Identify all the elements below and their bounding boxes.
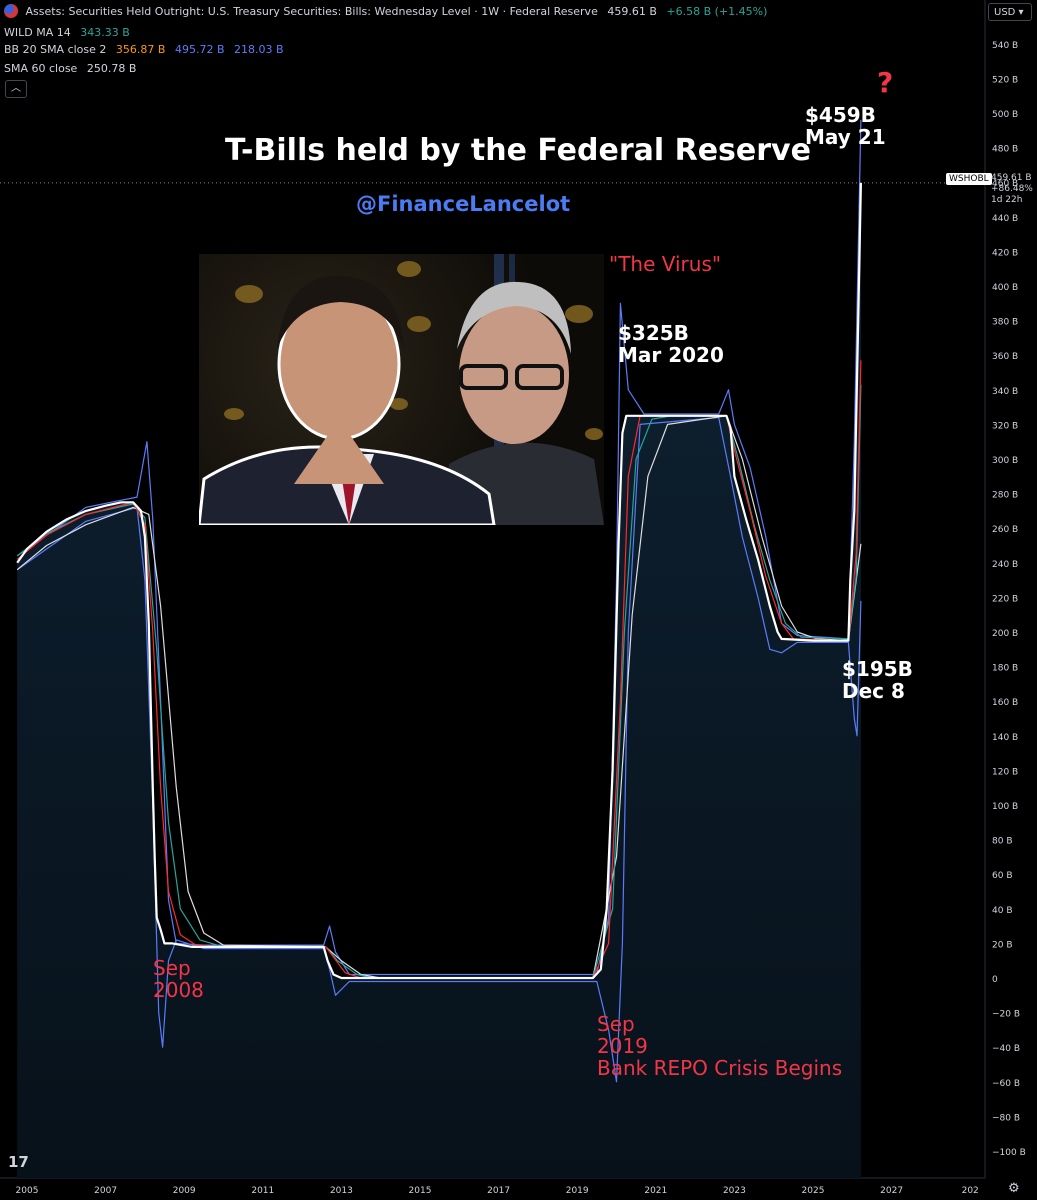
indicator-value: 250.78 B xyxy=(86,62,137,75)
chart-annotation: Sep 2019 Bank REPO Crisis Begins xyxy=(597,1012,843,1080)
y-tick-label: 20 B xyxy=(992,940,1013,950)
x-tick-label: 2027 xyxy=(880,1186,903,1196)
indicator-sma[interactable]: SMA 60 close 250.78 B xyxy=(4,62,136,75)
y-tick-label: 160 B xyxy=(992,698,1018,708)
x-tick-label: 2007 xyxy=(94,1186,117,1196)
y-tick-label: 240 B xyxy=(992,560,1018,570)
x-tick-label: 2023 xyxy=(723,1186,746,1196)
indicator-bb[interactable]: BB 20 SMA close 2 356.87 B 495.72 B 218.… xyxy=(4,43,284,56)
indicator-name: WILD MA 14 xyxy=(4,26,71,39)
chart-annotation: $459B May 21 xyxy=(805,103,886,149)
y-tick-label: 40 B xyxy=(992,906,1013,916)
y-tick-label: 180 B xyxy=(992,664,1018,674)
indicator-value: 356.87 B xyxy=(115,43,166,56)
indicator-value: 495.72 B xyxy=(174,43,225,56)
y-tick-label: 300 B xyxy=(992,456,1018,466)
currency-selector[interactable]: USD ▾ xyxy=(988,3,1032,21)
author-handle: @FinanceLancelot xyxy=(356,192,571,216)
chevron-up-icon[interactable]: ︿ xyxy=(5,80,27,98)
chart-annotation: $195B Dec 8 xyxy=(842,657,913,703)
y-tick-label: 500 B xyxy=(992,110,1018,120)
indicator-name: BB 20 SMA close 2 xyxy=(4,43,107,56)
y-tick-label: 400 B xyxy=(992,283,1018,293)
series-line-bb-lower xyxy=(16,416,862,1083)
chart-header: Assets: Securities Held Outright: U.S. T… xyxy=(4,4,767,18)
y-tick-label: −80 B xyxy=(992,1113,1020,1123)
x-tick-label: 2005 xyxy=(16,1186,39,1196)
symbol-title[interactable]: Assets: Securities Held Outright: U.S. T… xyxy=(25,5,598,18)
chart-annotation: Sep 2008 xyxy=(153,956,204,1002)
y-tick-label: 260 B xyxy=(992,525,1018,535)
y-tick-label: 540 B xyxy=(992,41,1018,51)
last-value: 459.61 B xyxy=(607,5,657,18)
y-tick-label: 0 xyxy=(992,975,998,985)
y-tick-label: 200 B xyxy=(992,629,1018,639)
last-price-change: +86.48% xyxy=(991,184,1033,194)
y-tick-label: −20 B xyxy=(992,1010,1020,1020)
photo-illustration xyxy=(199,254,604,525)
x-tick-label: 2019 xyxy=(566,1186,589,1196)
y-tick-label: 440 B xyxy=(992,214,1018,224)
indicator-value: 218.03 B xyxy=(234,43,284,56)
symbol-price-tag: WSHOBL xyxy=(946,173,992,185)
y-tick-label: −100 B xyxy=(992,1148,1026,1158)
x-tick-label: 2025 xyxy=(802,1186,825,1196)
x-tick-label: 202 xyxy=(962,1186,979,1196)
y-tick-label: 80 B xyxy=(992,837,1013,847)
y-tick-label: 380 B xyxy=(992,318,1018,328)
y-tick-label: 340 B xyxy=(992,387,1018,397)
indicator-name: SMA 60 close xyxy=(4,62,78,75)
y-tick-label: 420 B xyxy=(992,248,1018,258)
y-tick-label: −60 B xyxy=(992,1079,1020,1089)
series-area-fill xyxy=(17,182,861,1178)
change-value: +6.58 B (+1.45%) xyxy=(666,5,768,18)
currency-label: USD xyxy=(994,7,1016,18)
gear-icon[interactable]: ⚙ xyxy=(1008,1181,1020,1196)
series-line-bb-upper xyxy=(16,119,862,976)
bar-countdown: 1d 22h xyxy=(991,195,1023,205)
us-flag-icon xyxy=(4,4,18,18)
y-tick-label: 320 B xyxy=(992,421,1018,431)
y-tick-label: −40 B xyxy=(992,1044,1020,1054)
x-tick-label: 2017 xyxy=(487,1186,510,1196)
last-price-value: 459.61 B xyxy=(991,173,1032,183)
y-tick-label: 120 B xyxy=(992,767,1018,777)
y-tick-label: 480 B xyxy=(992,145,1018,155)
x-tick-label: 2015 xyxy=(409,1186,432,1196)
y-tick-label: 100 B xyxy=(992,802,1018,812)
virus-label: "The Virus" xyxy=(609,252,722,276)
last-price-label: 459.61 B +86.48% 1d 22h xyxy=(991,173,1033,206)
y-tick-label: 280 B xyxy=(992,491,1018,501)
x-tick-label: 2011 xyxy=(251,1186,274,1196)
y-tick-label: 460 B xyxy=(992,179,1018,189)
y-tick-label: 60 B xyxy=(992,871,1013,881)
chart-annotation: $325B Mar 2020 xyxy=(618,321,724,367)
x-tick-label: 2021 xyxy=(644,1186,667,1196)
chart-title: T-Bills held by the Federal Reserve xyxy=(225,133,811,168)
indicator-wild-ma[interactable]: WILD MA 14 343.33 B xyxy=(4,26,130,39)
y-tick-label: 520 B xyxy=(992,75,1018,85)
tradingview-logo[interactable]: 17 xyxy=(8,1153,29,1171)
y-tick-label: 140 B xyxy=(992,733,1018,743)
x-tick-label: 2009 xyxy=(173,1186,196,1196)
photo-inset xyxy=(199,254,604,525)
question-mark: ? xyxy=(877,66,894,99)
y-tick-label: 220 B xyxy=(992,594,1018,604)
series-line-wshobl xyxy=(16,182,862,980)
indicator-value: 343.33 B xyxy=(80,26,130,39)
y-tick-label: 360 B xyxy=(992,352,1018,362)
x-tick-label: 2013 xyxy=(330,1186,353,1196)
